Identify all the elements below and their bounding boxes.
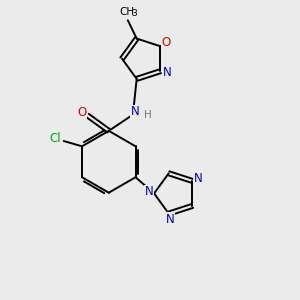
Text: O: O — [162, 36, 171, 49]
Text: N: N — [166, 213, 175, 226]
Text: Cl: Cl — [49, 132, 61, 145]
Text: H: H — [144, 110, 152, 120]
Text: O: O — [78, 106, 87, 118]
Text: N: N — [144, 185, 153, 199]
Text: 3: 3 — [131, 9, 137, 18]
Text: CH: CH — [120, 7, 135, 17]
Text: N: N — [131, 105, 140, 118]
Text: N: N — [163, 66, 171, 79]
Text: N: N — [194, 172, 202, 185]
